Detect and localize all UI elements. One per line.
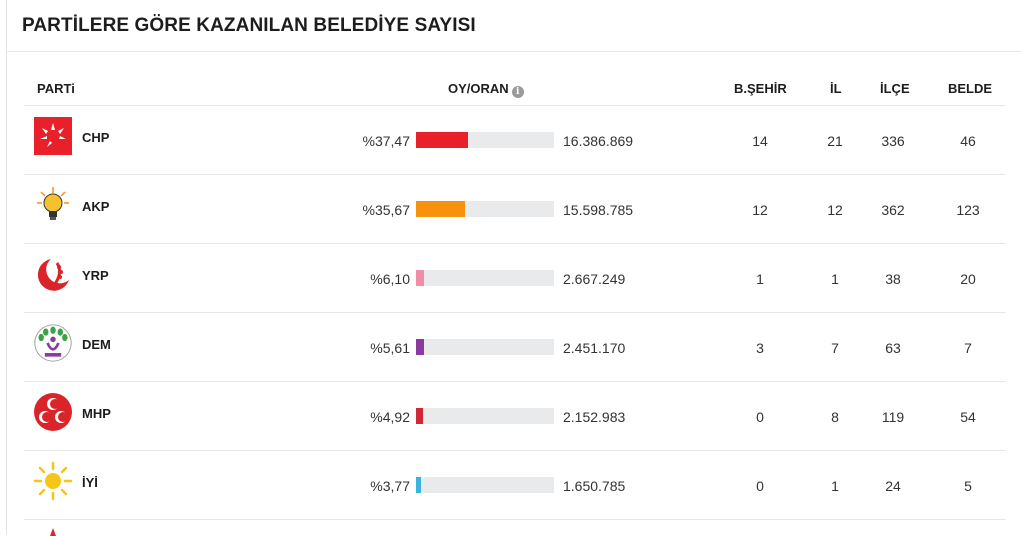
vote-bar-fill (416, 339, 424, 355)
bsehir-count: 12 (752, 202, 768, 218)
il-count: 1 (831, 478, 839, 494)
party-name: İYİ (82, 475, 98, 490)
il-count: 8 (831, 409, 839, 425)
il-count: 7 (831, 340, 839, 356)
il-count: 12 (827, 202, 843, 218)
vote-bar-fill (416, 477, 421, 493)
vote-bar (416, 408, 554, 424)
header-vote-label: OY/ORAN (448, 81, 509, 96)
party-name: CHP (82, 130, 110, 145)
vote-bar (416, 201, 554, 217)
party-name: AKP (82, 199, 110, 214)
header-party: PARTi (37, 81, 75, 96)
header-belde: BELDE (948, 81, 993, 96)
ilce-count: 24 (885, 478, 901, 494)
table-row: İYİ %3,77 1.650.785 0 1 24 5 (24, 451, 1006, 520)
header-ilce: İLÇE (880, 81, 910, 96)
vote-percentage: %35,67 (362, 202, 410, 218)
vote-percentage: %3,77 (370, 478, 410, 494)
belde-count: 46 (960, 133, 976, 149)
belde-count: 5 (964, 478, 972, 494)
chp-logo-icon (33, 116, 73, 156)
dem-logo-icon (33, 323, 73, 363)
vote-bar-fill (416, 201, 465, 217)
il-count: 21 (827, 133, 843, 149)
ilce-count: 63 (885, 340, 901, 356)
yrp-logo-icon (33, 254, 73, 294)
table-body: CHP %37,47 16.386.869 14 21 336 46 AKP %… (24, 106, 1006, 520)
bsehir-count: 14 (752, 133, 768, 149)
vote-bar (416, 339, 554, 355)
table-row: YRP %6,10 2.667.249 1 1 38 20 (24, 244, 1006, 313)
page-title: PARTİLERE GÖRE KAZANILAN BELEDİYE SAYISI (7, 0, 1021, 52)
iyi-logo-icon (33, 461, 73, 501)
party-logo-partial (50, 528, 56, 536)
party-name: YRP (82, 268, 109, 283)
vote-count: 2.667.249 (563, 271, 626, 287)
mhp-logo-icon (33, 392, 73, 432)
vote-bar (416, 132, 554, 148)
vote-count: 2.451.170 (563, 340, 626, 356)
vote-count: 16.386.869 (563, 133, 634, 149)
bsehir-count: 3 (756, 340, 764, 356)
vote-percentage: %37,47 (362, 133, 410, 149)
vote-percentage: %4,92 (370, 409, 410, 425)
table-header: PARTi OY/ORAN i B.ŞEHİR İL İLÇE BELDE (24, 70, 1006, 106)
party-name: MHP (82, 406, 111, 421)
vote-bar (416, 270, 554, 286)
header-bsehir: B.ŞEHİR (734, 81, 787, 96)
belde-count: 7 (964, 340, 972, 356)
il-count: 1 (831, 271, 839, 287)
bsehir-count: 0 (756, 409, 764, 425)
table-row: AKP %35,67 15.598.785 12 12 362 123 (24, 175, 1006, 244)
vote-bar-fill (416, 270, 424, 286)
vote-bar (416, 477, 554, 493)
ilce-count: 119 (881, 409, 905, 425)
table-row: DEM %5,61 2.451.170 3 7 63 7 (24, 313, 1006, 382)
belde-count: 123 (956, 202, 980, 218)
vote-percentage: %6,10 (370, 271, 410, 287)
ilce-count: 362 (881, 202, 905, 218)
table-row: MHP %4,92 2.152.983 0 8 119 54 (24, 382, 1006, 451)
table-row: CHP %37,47 16.386.869 14 21 336 46 (24, 106, 1006, 175)
bsehir-count: 0 (756, 478, 764, 494)
party-name: DEM (82, 337, 111, 352)
bsehir-count: 1 (756, 271, 764, 287)
info-icon[interactable]: i (511, 86, 524, 98)
vote-count: 1.650.785 (563, 478, 626, 494)
akp-logo-icon (33, 185, 73, 225)
results-card: PARTİLERE GÖRE KAZANILAN BELEDİYE SAYISI… (6, 0, 1021, 536)
vote-count: 2.152.983 (563, 409, 626, 425)
header-il: İL (830, 81, 842, 96)
vote-count: 15.598.785 (563, 202, 634, 218)
table-row (24, 520, 1006, 536)
vote-percentage: %5,61 (370, 340, 410, 356)
results-table: PARTi OY/ORAN i B.ŞEHİR İL İLÇE BELDE CHP… (24, 70, 1006, 536)
vote-bar-fill (416, 132, 468, 148)
belde-count: 20 (960, 271, 976, 287)
header-vote: OY/ORAN i (448, 81, 524, 98)
belde-count: 54 (960, 409, 976, 425)
ilce-count: 336 (881, 133, 905, 149)
vote-bar-fill (416, 408, 423, 424)
ilce-count: 38 (885, 271, 901, 287)
